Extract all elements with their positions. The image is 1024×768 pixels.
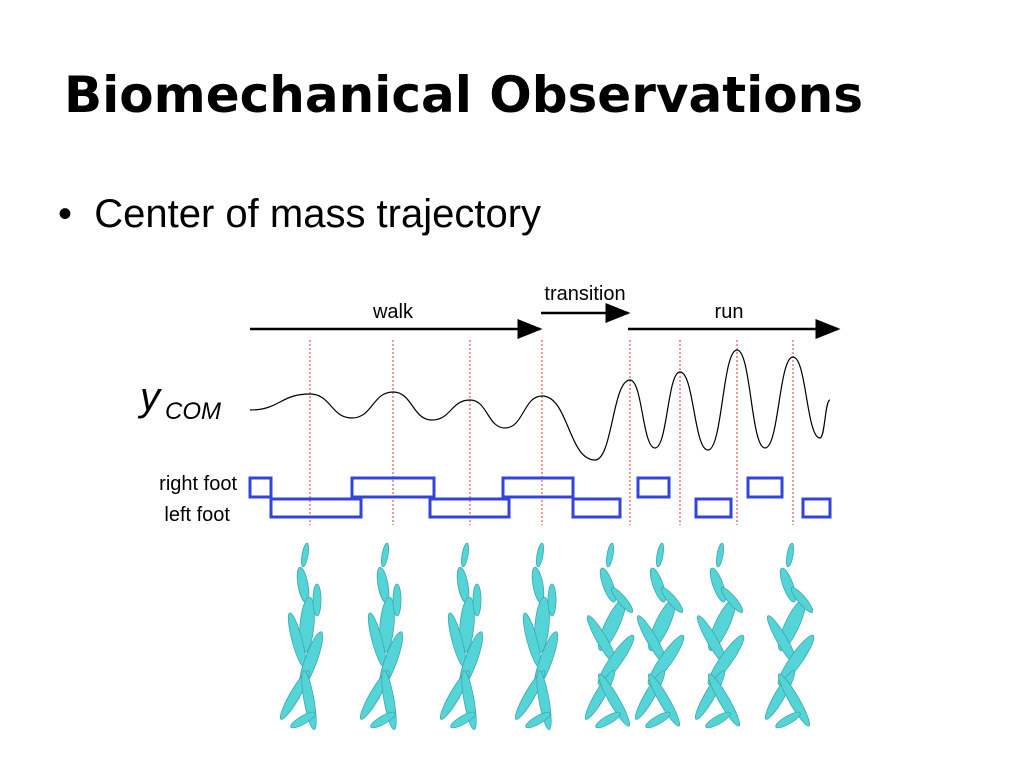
right-foot-box [350,476,436,499]
limb [380,542,390,568]
limb [709,567,727,603]
right-foot-box [636,476,671,499]
limb [610,587,634,613]
slide-title: Biomechanical Observations [64,66,863,124]
limb [655,542,665,568]
phase-label: walk [372,301,414,323]
limb [597,673,631,727]
limb [300,542,310,568]
com-curve [249,349,831,461]
limb [547,583,557,617]
limb [647,634,685,686]
limb [777,673,811,727]
limb [647,673,681,727]
limb [525,711,551,729]
bullet: • Center of mass trajectory [58,192,542,236]
row-label: right foot [159,473,237,495]
left-foot-box [694,497,733,519]
foot-contacts [248,476,832,519]
limb [707,673,741,727]
limb [645,711,671,729]
limb [290,711,316,729]
left-foot-box [801,497,832,519]
limb [777,634,815,686]
limb [649,567,667,603]
limb [460,542,470,568]
limb [775,711,801,729]
limb [599,567,617,603]
left-foot-box [428,497,511,519]
right-foot-box [248,476,273,499]
limb [705,711,731,729]
limb [715,542,725,568]
stick-figures [279,542,815,730]
right-foot-box [746,476,784,499]
limb [595,711,621,729]
bullet-text: Center of mass trajectory [94,192,542,236]
limb [720,587,744,613]
phase-label: run [715,301,744,323]
limb [597,634,635,686]
row-label: left foot [164,504,230,526]
phase-label: transition [544,283,625,305]
limb [370,711,396,729]
limb [312,583,322,617]
limb [779,567,797,603]
limb [472,583,482,617]
limb [605,542,615,568]
limb [790,587,814,613]
limb [660,587,684,613]
left-foot-box [571,497,622,519]
limb [450,711,476,729]
y-subscript: COM [165,398,221,425]
limb [785,542,795,568]
right-foot-box [501,476,575,499]
left-foot-box [269,497,363,519]
limb [707,634,745,686]
limb [392,583,402,617]
y-label: y [137,375,163,419]
limb [535,542,545,568]
event-lines [309,340,794,525]
